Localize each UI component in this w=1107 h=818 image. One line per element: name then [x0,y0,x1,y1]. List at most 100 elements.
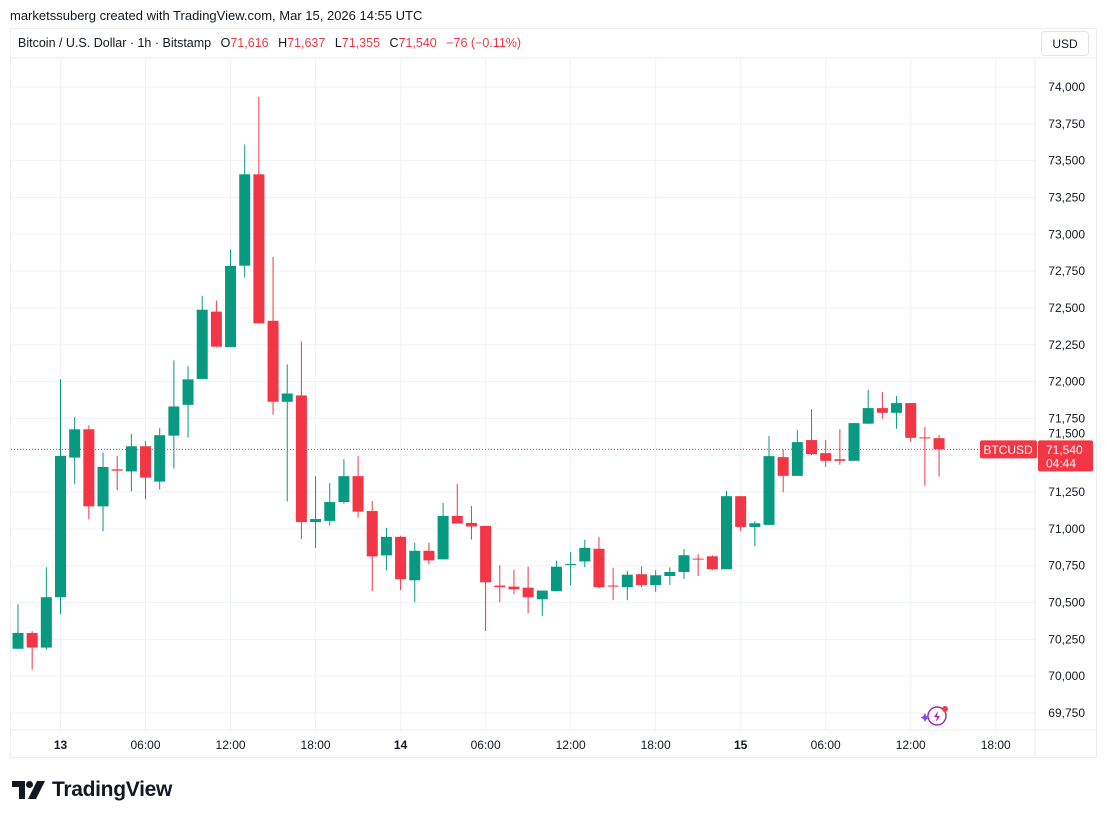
candle [154,428,166,490]
candle-body [97,467,109,507]
candle-body [140,446,152,478]
candle [635,566,647,588]
candle [338,459,350,504]
candle [352,455,364,518]
candle [196,295,208,379]
y-tick-label: 73,500 [1048,154,1085,168]
symbol-tag: BTCUSD [983,443,1033,457]
x-tick-label: 13 [54,738,68,752]
x-tick-label: 12:00 [556,738,586,752]
candle-body [239,174,251,266]
candle-body [111,469,123,471]
candle [876,392,888,419]
candle-body [508,586,520,590]
candle-body [550,566,562,592]
candle-body [69,429,81,458]
candle-body [366,511,378,557]
candle-body [593,548,605,588]
y-tick-label: 71,750 [1048,411,1085,425]
candle [862,390,874,424]
symbol-name[interactable]: Bitcoin / U.S. Dollar · 1h · Bitstamp [18,36,212,50]
chart-credit: marketssuberg created with TradingView.c… [10,8,423,23]
candle-body [834,459,846,461]
y-tick-label: 70,500 [1048,596,1085,610]
chart-frame [10,28,1097,758]
candle [423,542,435,565]
candle-body [451,515,463,524]
candle-body [55,455,67,598]
candle [820,440,832,467]
icon-dot [942,706,948,712]
candle [366,501,378,592]
candle [791,430,803,476]
candle-body [409,550,421,581]
candle [55,379,67,614]
candle [650,570,662,592]
candle [522,566,534,614]
open-value: 71,616 [230,36,269,50]
candle-body [352,476,364,512]
candle-body [26,633,38,648]
candle [465,506,477,540]
candle-body [749,523,761,527]
candle [834,429,846,465]
candle [451,484,463,524]
candle-body [919,437,931,439]
candle [891,396,903,429]
candle-body [806,440,818,455]
candle [621,570,633,601]
candle [111,455,123,491]
candle-body [324,502,336,521]
y-tick-label: 70,750 [1048,559,1085,573]
candle [536,590,548,617]
candle-body [522,587,534,598]
bar-countdown: 04:44 [1046,456,1076,470]
candle [253,96,265,324]
candle-body [635,574,647,585]
candle-body [154,435,166,482]
y-tick-label: 71,000 [1048,522,1085,536]
y-tick-label: 73,250 [1048,190,1085,204]
candle-body [565,564,577,566]
candle-body [848,423,860,461]
x-tick-label: 15 [734,738,748,752]
candle [168,360,180,469]
candle [83,425,95,520]
candle [550,560,562,592]
close-value: 71,540 [398,36,437,50]
icon-ring [927,706,947,726]
candle [848,423,860,461]
candle-body [125,446,137,472]
candle-body [664,572,676,577]
candle [395,535,407,591]
candle-body [40,597,52,648]
low-label: L [334,36,342,50]
y-tick-label: 73,750 [1048,117,1085,131]
currency-button[interactable]: USD [1041,31,1089,56]
candle [182,366,194,438]
candle [735,496,747,532]
open-label: O [220,36,231,50]
candle-body [905,403,917,438]
candle [437,502,449,560]
candle-body [820,453,832,461]
lightning-assistant-icon[interactable] [920,706,949,726]
y-tick-label: 72,250 [1048,338,1085,352]
tradingview-logo[interactable]: TradingView [12,778,172,802]
candle [749,521,761,547]
tradingview-logo-icon [12,781,45,799]
candle [806,409,818,456]
candle [310,476,322,549]
y-tick-label: 70,250 [1048,632,1085,646]
candle-body [253,174,265,324]
x-tick-label: 12:00 [896,738,926,752]
x-tick-label: 14 [394,738,408,752]
candle [97,452,109,532]
y-tick-label: 69,750 [1048,706,1085,720]
candle-body [267,320,279,402]
candle-body [168,406,180,436]
last-price-value: 71,540 [1046,443,1083,457]
candle [905,403,917,442]
candle [69,417,81,484]
